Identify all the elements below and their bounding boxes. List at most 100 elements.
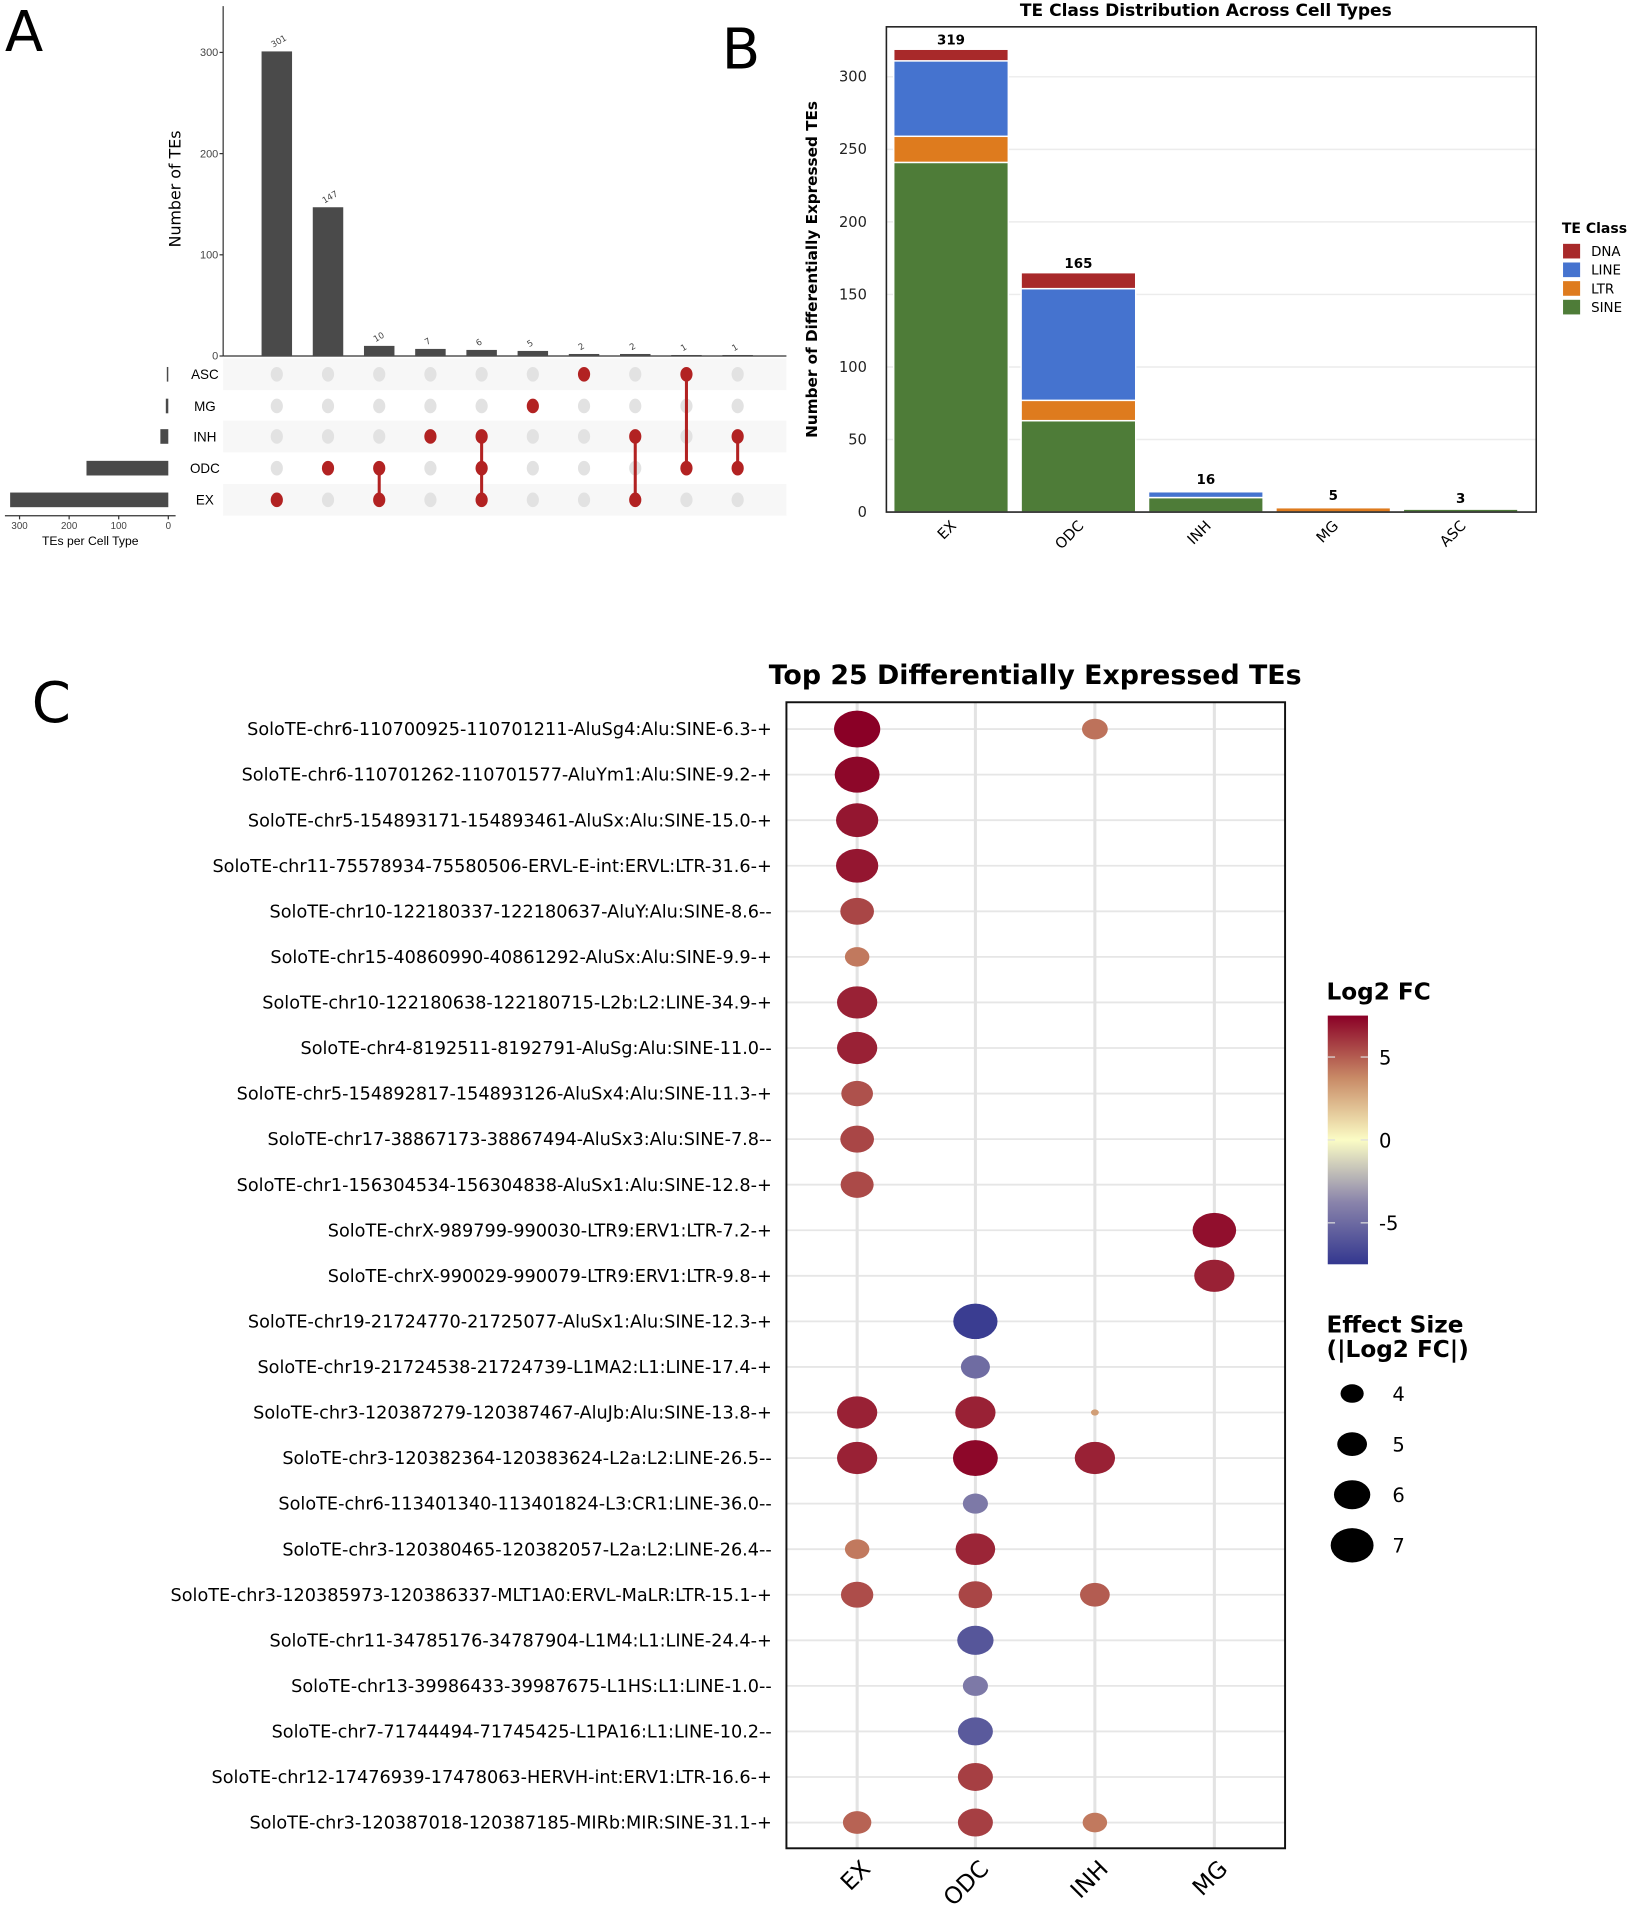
set-size-bar (86, 460, 169, 476)
matrix-dot-active (526, 398, 539, 414)
set-size-bar (10, 492, 169, 508)
matrix-dot-active (731, 460, 744, 476)
matrix-dot-active (680, 460, 693, 476)
bar-total-label: 3 (1456, 492, 1465, 507)
set-size-tick-label: 200 (61, 521, 78, 532)
matrix-dot-inactive (577, 429, 591, 444)
intersection-bar-label: 5 (526, 339, 536, 350)
row-label: SoloTE-chr3-120385973-120386337-MLT1A0:E… (171, 1586, 772, 1606)
size-legend-label: 7 (1392, 1535, 1404, 1558)
bar-total-label: 16 (1196, 473, 1215, 488)
matrix-dot-inactive (475, 366, 488, 382)
size-legend-dot (1333, 1480, 1371, 1510)
dot-inh (1074, 1441, 1116, 1475)
matrix-dot-inactive (731, 492, 744, 508)
intersection-bar (415, 348, 446, 357)
intersection-bar (517, 350, 549, 357)
intersection-bar (466, 349, 497, 357)
size-legend-title: Effect Size (1327, 1313, 1464, 1339)
row-label: SoloTE-chr10-122180638-122180715-L2b:L2:… (262, 994, 771, 1014)
matrix-dot-inactive (680, 492, 693, 508)
dot-ex (840, 897, 874, 925)
bar-segment-sine (892, 161, 1010, 513)
intersection-bar-label: 1 (730, 343, 740, 354)
matrix-dot-inactive (321, 366, 335, 382)
dot-odc (952, 1440, 998, 1477)
row-label: SoloTE-chr6-110701262-110701577-AluYm1:A… (242, 766, 772, 786)
bar-segment-sine (1147, 496, 1264, 513)
x-tick-label: EX (934, 517, 960, 543)
legend-swatch-ltr (1563, 281, 1581, 296)
intersection-bar (363, 345, 395, 357)
chart-title: TE Class Distribution Across Cell Types (1020, 1, 1392, 21)
bar-segment-ltr (1020, 399, 1137, 422)
y-tick-label: 0 (212, 351, 218, 363)
bar-segment-dna (1020, 271, 1137, 290)
matrix-dot-inactive (475, 398, 488, 414)
row-label: SoloTE-chr13-39986433-39987675-L1HS:L1:L… (291, 1677, 772, 1697)
matrix-dot-inactive (321, 492, 335, 508)
dot-ex (836, 1441, 878, 1475)
matrix-dot-inactive (526, 460, 539, 476)
matrix-dot-inactive (270, 398, 283, 414)
set-label: ODC (190, 461, 220, 476)
dot-ex (840, 1581, 874, 1608)
set-size-tick-label: 100 (111, 521, 128, 532)
y-tick-label: 200 (839, 214, 867, 231)
dot-odc (962, 1493, 988, 1514)
row-label: SoloTE-chrX-989799-990030-LTR9:ERV1:LTR-… (328, 1221, 772, 1241)
upset-plot: 0 100 200 300 Number of TEs 301 147 10 7 6 5 2 2 1 1 AS… (4, 6, 787, 548)
dot-ex (840, 1125, 874, 1153)
dot-odc (962, 1675, 988, 1696)
legend-swatch-line (1563, 262, 1581, 278)
dot-odc (957, 1717, 993, 1746)
x-tick-label: ODC (939, 1856, 994, 1911)
matrix-dot-inactive (526, 492, 539, 508)
intersection-bar-label: 1 (679, 343, 689, 354)
intersection-bar (312, 207, 344, 357)
matrix-dot-inactive (270, 429, 283, 444)
row-label: SoloTE-chr6-113401340-113401824-L3:CR1:L… (278, 1495, 771, 1515)
plot-frame (885, 26, 1538, 513)
set-size-bar (160, 429, 169, 444)
panel-label-c: C (32, 671, 71, 736)
intersection-bar-label: 301 (270, 34, 289, 51)
dot-odc (957, 1762, 993, 1791)
row-label: SoloTE-chr3-120387018-120387185-MIRb:MIR… (249, 1814, 771, 1834)
dot-ex (836, 848, 879, 883)
x-tick-label: ASC (1437, 517, 1470, 550)
matrix-stripe (223, 420, 787, 453)
dot-ex (844, 947, 870, 967)
intersection-bar (722, 354, 753, 357)
panel-label-b: B (722, 17, 760, 82)
y-axis-label: Number of Differentially Expressed TEs (803, 101, 821, 438)
matrix-dot-active (373, 460, 386, 476)
dot-mg (1192, 1212, 1237, 1248)
set-label: ASC (191, 367, 219, 382)
dot-odc (955, 1396, 996, 1429)
size-legend-label: 6 (1392, 1484, 1404, 1507)
row-label: SoloTE-chr19-21724538-21724739-L1MA2:L1:… (257, 1358, 771, 1378)
legend-swatch-dna (1563, 243, 1581, 259)
row-label: SoloTE-chr1-156304534-156304838-AluSx1:A… (237, 1176, 772, 1196)
row-label: SoloTE-chr3-120382364-120383624-L2a:L2:L… (282, 1449, 771, 1469)
row-label: SoloTE-chrX-990029-990079-LTR9:ERV1:LTR-… (328, 1267, 772, 1287)
matrix-dot-active (629, 492, 642, 508)
row-label: SoloTE-chr12-17476939-17478063-HERVH-int… (212, 1768, 772, 1788)
row-label: SoloTE-chr3-120380465-120382057-L2a:L2:L… (282, 1540, 771, 1560)
set-size-axis-label: TEs per Cell Type (42, 534, 139, 548)
matrix-dot-active (577, 366, 591, 382)
intersection-bar-label: 6 (474, 338, 484, 349)
matrix-dot-active (680, 366, 693, 382)
intersection-bar (620, 353, 651, 357)
dot-ex (840, 1171, 874, 1198)
colorbar-tick-label: -5 (1379, 1212, 1398, 1235)
matrix-dot-inactive (526, 366, 539, 382)
row-label: SoloTE-chr15-40860990-40861292-AluSx:Alu… (270, 948, 771, 968)
row-label: SoloTE-chr5-154892817-154893126-AluSx4:A… (237, 1085, 772, 1105)
dot-inh (1081, 718, 1108, 740)
legend-title: TE Class (1562, 221, 1627, 237)
matrix-dot-inactive (731, 398, 744, 414)
matrix-stripe (223, 358, 787, 391)
chart-title: Top 25 Differentially Expressed TEs (769, 660, 1302, 691)
